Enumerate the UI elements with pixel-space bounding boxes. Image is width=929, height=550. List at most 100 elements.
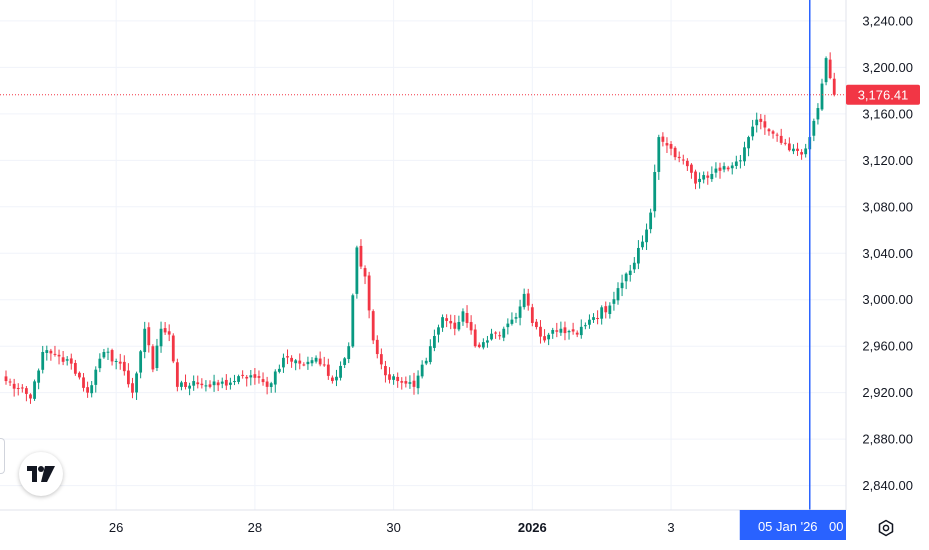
candle-body: [310, 360, 314, 364]
candle-body: [229, 382, 232, 385]
candle-body: [241, 374, 245, 376]
price-tick-label: 3,000.00: [862, 292, 913, 307]
price-tick-label: 3,240.00: [862, 13, 913, 28]
candle-body: [175, 362, 179, 387]
candle-body: [412, 380, 416, 387]
candle-body: [657, 137, 661, 172]
time-tick-label: 26: [109, 520, 123, 535]
candle-body: [575, 332, 579, 335]
candle-body: [718, 167, 722, 171]
candle-body: [796, 148, 799, 151]
candle-body: [743, 147, 746, 162]
candle-body: [245, 376, 249, 379]
candle-body: [832, 78, 836, 95]
candle-body: [620, 282, 624, 289]
candle-body: [653, 172, 657, 212]
candle-body: [114, 360, 118, 362]
candle-body: [65, 359, 69, 361]
last-price-tag: 3,176.41: [846, 84, 920, 105]
candle-body: [690, 164, 693, 173]
candle-body: [481, 342, 485, 348]
candle-body: [45, 350, 49, 353]
candle-body: [514, 317, 518, 319]
candle-body: [135, 373, 138, 393]
candle-body: [433, 336, 436, 348]
candle-body: [102, 352, 106, 358]
candle-body: [237, 376, 240, 382]
candle-body: [94, 369, 98, 385]
candle-body: [779, 135, 783, 143]
candle-body: [33, 381, 36, 399]
candle-body: [233, 381, 236, 383]
candle-body: [290, 357, 293, 362]
last-price-label: 3,176.41: [858, 87, 909, 102]
candle-body: [490, 333, 493, 340]
candle-body: [792, 148, 795, 152]
candle-body: [184, 381, 187, 387]
crosshair-time-label: 05 Jan '26: [758, 519, 818, 534]
candlestick-series: [4, 52, 836, 404]
candle-body: [751, 126, 755, 137]
candle-body: [69, 358, 73, 364]
candle-body: [571, 329, 575, 332]
candle-body: [592, 317, 595, 320]
candle-body: [180, 382, 183, 387]
candle-body: [526, 293, 530, 306]
candle-body: [604, 306, 608, 313]
candle-body: [220, 381, 224, 384]
candle-body: [200, 383, 204, 386]
candle-body: [486, 340, 489, 343]
candle-body: [730, 165, 734, 169]
candle-body: [110, 350, 114, 362]
candle-body: [702, 175, 706, 180]
candle-body: [37, 370, 41, 383]
candle-body: [783, 142, 787, 144]
candle-body: [812, 120, 816, 136]
candle-body: [216, 382, 220, 386]
candle-body: [335, 376, 338, 381]
candle-body: [359, 245, 363, 267]
candle-body: [616, 288, 620, 301]
candle-body: [494, 332, 497, 334]
candle-body: [624, 273, 628, 282]
candle-body: [677, 156, 681, 159]
candle-body: [343, 358, 347, 365]
candle-body: [318, 358, 322, 365]
candle-body: [326, 364, 330, 376]
candle-body: [726, 167, 730, 170]
price-tick-label: 2,840.00: [862, 478, 913, 493]
candle-body: [649, 212, 653, 230]
candle-body: [445, 318, 449, 321]
candle-body: [583, 325, 587, 327]
candle-body: [73, 362, 77, 374]
candle-body: [632, 262, 636, 270]
candle-body: [535, 321, 538, 328]
tradingview-logo[interactable]: [19, 452, 63, 496]
candle-body: [555, 330, 559, 332]
candle-body: [314, 357, 318, 362]
candle-body: [61, 357, 65, 362]
chart-settings-button[interactable]: [873, 515, 899, 541]
candle-body: [392, 376, 395, 380]
candle-body: [551, 329, 555, 334]
candle-body: [282, 357, 285, 368]
candle-body: [669, 144, 673, 149]
left-toolbar-handle[interactable]: [0, 438, 5, 474]
candle-body: [416, 375, 420, 389]
candle-body: [628, 270, 632, 275]
candle-body: [4, 376, 8, 382]
candle-body: [29, 394, 32, 399]
candle-body: [698, 178, 701, 183]
candle-body: [20, 387, 24, 389]
candle-body: [547, 334, 551, 340]
chart-grid: [0, 0, 846, 510]
candle-body: [298, 360, 302, 364]
candle-body: [420, 364, 424, 377]
price-tick-label: 2,880.00: [862, 432, 913, 447]
candle-body: [163, 328, 167, 333]
candle-body: [539, 326, 542, 337]
candle-body: [49, 350, 53, 354]
candle-body: [747, 137, 750, 149]
candle-body: [681, 159, 685, 161]
